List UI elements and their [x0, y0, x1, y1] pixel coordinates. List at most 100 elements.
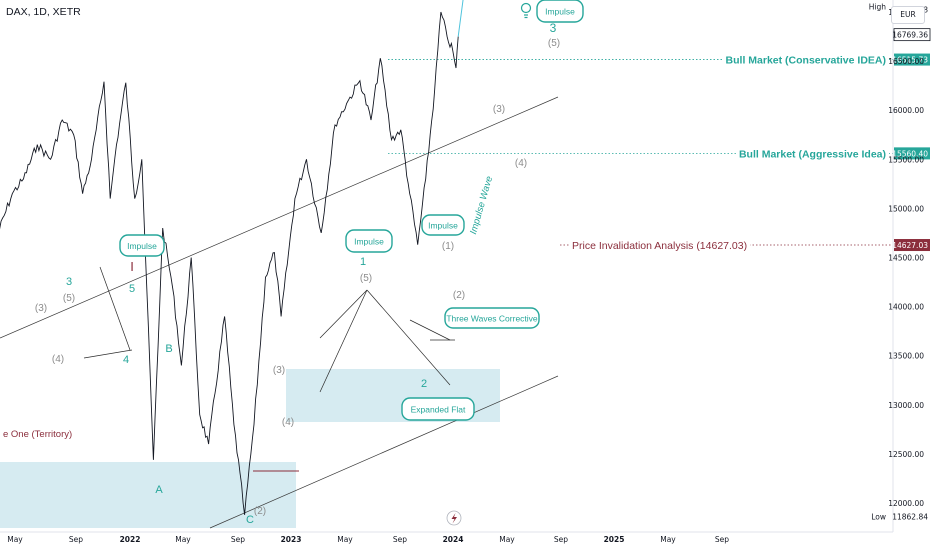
wave-label: A: [155, 484, 163, 496]
callout-text: Impulse: [545, 7, 575, 17]
callout-text: Three Waves Corrective: [446, 314, 538, 324]
wave-label: (4): [52, 354, 64, 365]
time-tick-label: May: [660, 535, 676, 544]
level-price-tag: [894, 239, 930, 252]
wave-label: B: [165, 343, 172, 355]
time-tick-label: Sep: [393, 535, 407, 544]
callout-bubble[interactable]: [444, 307, 540, 329]
wave-label: I: [130, 259, 134, 274]
level-label: Price Invalidation Analysis (14627.03): [572, 240, 747, 252]
trendlines-layer: [0, 96, 559, 529]
level-price-tag-value: 14627.03: [892, 241, 928, 250]
channel-upper-line: [0, 96, 559, 339]
wave-label: 3: [66, 276, 72, 288]
zones-layer: [0, 369, 500, 528]
callout-bubble[interactable]: [421, 214, 465, 236]
level-label-bg: [735, 146, 889, 161]
wedge-line: [409, 319, 451, 341]
wave-label: 4: [123, 354, 129, 366]
price-tick-label: 13000.00: [888, 401, 924, 410]
time-tick-label: 2022: [120, 535, 141, 544]
wave-label: 1: [360, 256, 366, 268]
level-price-tag: [894, 147, 930, 160]
wave-label: (3): [35, 303, 47, 314]
callout-text: Impulse: [428, 221, 458, 231]
price-tick-label: 15500.00: [888, 155, 924, 164]
time-tick-label: Sep: [69, 535, 83, 544]
currency-button[interactable]: EUR: [891, 6, 925, 24]
price-tick-label: 12000.00: [888, 499, 924, 508]
time-tick-label: 2025: [604, 535, 625, 544]
annotations-layer: 3(3)(5)(4)54IBAC(2)(3)(4)1(5)2(1)(2)(3)(…: [3, 0, 584, 526]
price-tick-label: 15000.00: [888, 204, 924, 213]
wave-label: (4): [515, 158, 527, 169]
time-tick-label: 2024: [443, 535, 464, 544]
time-tick-label: 2023: [281, 535, 302, 544]
symbol-title: DAX, 1D, XETR: [6, 6, 81, 18]
time-tick-label: Sep: [554, 535, 568, 544]
callout-bubble[interactable]: [345, 229, 393, 253]
wave-label: (2): [453, 290, 465, 301]
lightbulb-icon[interactable]: [520, 2, 532, 19]
wave-label: (5): [63, 293, 75, 304]
wave-label: (3): [273, 365, 285, 376]
price-tick-label: 12500.00: [888, 450, 924, 459]
wedge-line: [366, 289, 451, 386]
level-label-bg: [569, 238, 751, 253]
level-label: Bull Market (Conservative IDEA): [726, 55, 886, 67]
wedge-line: [83, 349, 133, 359]
callout-bubble[interactable]: [536, 0, 584, 23]
price-tick-label: 16000.00: [888, 106, 924, 115]
callout-text: Expanded Flat: [411, 405, 466, 415]
callout-bubble[interactable]: [401, 397, 475, 421]
wave-label: 5: [129, 283, 135, 295]
levels-layer: Expanded Target21186.49Equal First Wave1…: [388, 52, 930, 253]
territory-label: e One (Territory): [3, 429, 72, 440]
level-label: Bull Market (Aggressive Idea): [739, 148, 886, 160]
callout-text: Impulse: [127, 241, 157, 251]
wedge-line: [99, 266, 131, 351]
price-axis[interactable]: 12000.00 12500.00 13000.00 13500.00 14000.00…: [869, 0, 931, 532]
low-value: 11862.84: [892, 512, 928, 521]
wave-label: C: [246, 514, 254, 526]
lightbulb-glass: [520, 2, 532, 14]
time-tick-label: May: [499, 535, 515, 544]
last-price-tag: [893, 28, 931, 42]
price-tick-label: 13500.00: [888, 352, 924, 361]
lightning-glyph: [451, 513, 457, 524]
wave-label: (5): [360, 273, 372, 284]
wave-label: (1): [442, 241, 454, 252]
wedge-line: [319, 289, 368, 393]
time-tick-label: May: [337, 535, 353, 544]
time-tick-label: May: [7, 535, 23, 544]
level-price-tag-value: 16515.73: [892, 56, 928, 65]
low-tag: [894, 510, 930, 523]
price-layer: [0, 0, 464, 515]
time-tick-label: Sep: [715, 535, 729, 544]
wave-label: (4): [282, 417, 294, 428]
impulse-wave-label: Impulse Wave: [468, 175, 495, 236]
last-price-value: 16769.36: [892, 31, 928, 40]
price-tick-label: 16500.00: [888, 57, 924, 66]
level-price-tag-value: 15560.40: [892, 149, 928, 158]
price-series-line: [0, 11, 459, 515]
price-tick-label: 14000.00: [888, 303, 924, 312]
level-price-tag: [894, 53, 930, 66]
price-tick-label: 14500.00: [888, 254, 924, 263]
high-label: High: [869, 3, 886, 12]
time-tick-label: Sep: [231, 535, 245, 544]
low-label: Low: [871, 512, 886, 521]
channel-lower-line: [209, 375, 559, 529]
wave-label: 2: [421, 378, 427, 390]
lightning-icon[interactable]: [446, 510, 462, 526]
wave-label: (3): [493, 104, 505, 115]
wave-label: (5): [548, 38, 560, 49]
time-axis[interactable]: May Sep 2022 May Sep 2023 May Sep 2024 May Sep 2025…: [0, 531, 893, 544]
level-label-bg: [722, 52, 889, 67]
wave-label: (2): [254, 506, 266, 517]
wave-label: 3: [550, 21, 557, 35]
wedge-line: [319, 289, 368, 339]
callout-bubble[interactable]: [119, 234, 165, 257]
time-tick-label: May: [175, 535, 191, 544]
